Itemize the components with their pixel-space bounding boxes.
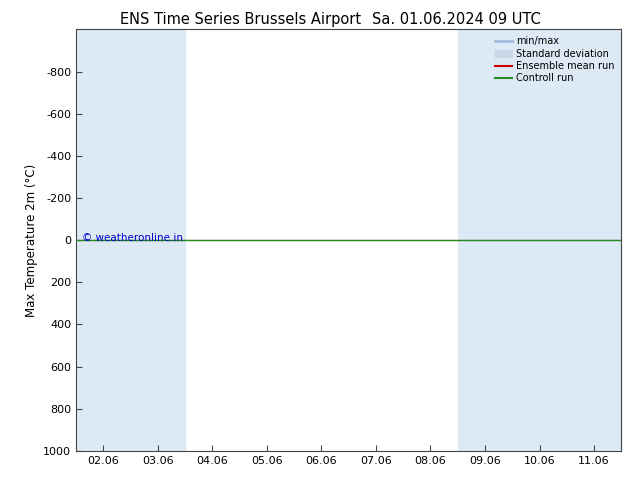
Legend: min/max, Standard deviation, Ensemble mean run, Controll run: min/max, Standard deviation, Ensemble me… <box>493 34 616 85</box>
Text: © weatheronline.in: © weatheronline.in <box>82 233 183 243</box>
Y-axis label: Max Temperature 2m (°C): Max Temperature 2m (°C) <box>25 164 37 317</box>
Text: Sa. 01.06.2024 09 UTC: Sa. 01.06.2024 09 UTC <box>372 12 541 27</box>
Bar <box>76 29 131 451</box>
Text: ENS Time Series Brussels Airport: ENS Time Series Brussels Airport <box>120 12 361 27</box>
Bar <box>458 29 512 451</box>
Bar <box>512 29 567 451</box>
Bar <box>567 29 621 451</box>
Bar <box>131 29 185 451</box>
